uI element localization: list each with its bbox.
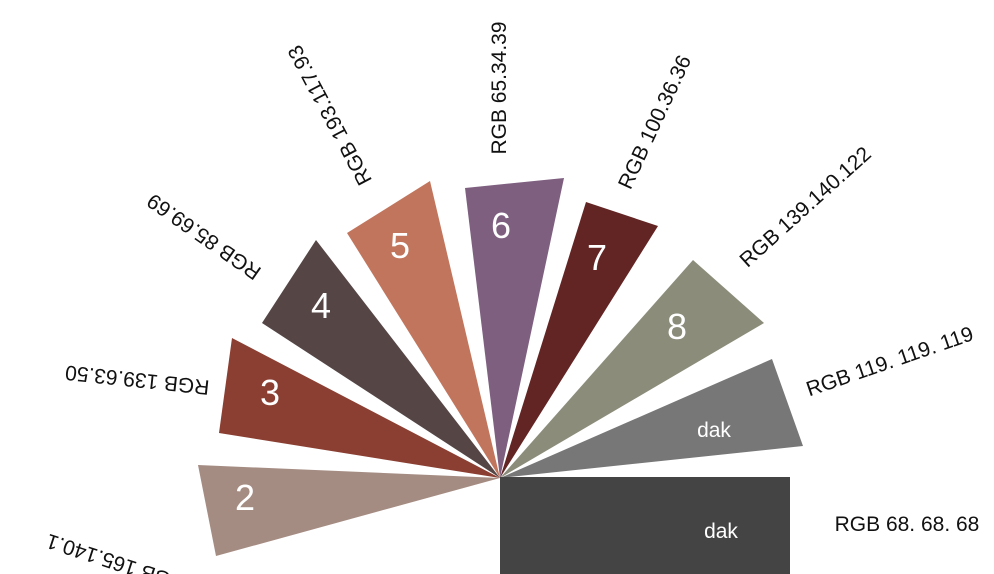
swatch-8-number: 8 xyxy=(667,306,687,347)
swatch-8-rgb-label: RGB 139.140.122 xyxy=(735,142,875,272)
swatch-3-number: 3 xyxy=(260,372,280,413)
swatch-2-blade xyxy=(198,465,500,556)
swatch-8-blade xyxy=(500,260,764,478)
swatch-6-blade xyxy=(465,178,564,478)
swatch-10-blade xyxy=(500,477,790,574)
swatch-4-number: 4 xyxy=(311,285,331,326)
swatch-5-rgb-label: RGB 193.117.93 xyxy=(284,41,377,189)
swatch-2-number: 2 xyxy=(235,477,255,518)
swatch-6: 6 RGB 65.34.39 xyxy=(465,21,564,478)
swatch-2: 2 RGB 165.140.1 xyxy=(44,465,500,574)
swatch-7-number: 7 xyxy=(587,237,607,278)
swatch-10-rgb-label: RGB 68. 68. 68 xyxy=(835,513,980,536)
swatch-7-blade xyxy=(500,202,658,478)
swatch-7-rgb-label: RGB 100.36.36 xyxy=(614,52,696,193)
swatch-5-number: 5 xyxy=(390,225,410,266)
swatch-5-blade xyxy=(347,181,500,478)
swatch-2-rgb-label: RGB 165.140.1 xyxy=(44,529,189,574)
swatch-9-label: dak xyxy=(697,419,731,442)
swatch-9-rgb-label: RGB 119. 119. 119 xyxy=(803,322,976,401)
swatch-6-number: 6 xyxy=(491,205,511,246)
swatch-4-blade xyxy=(262,240,500,478)
swatch-6-rgb-label: RGB 65.34.39 xyxy=(488,21,511,154)
swatch-10-label: dak xyxy=(704,520,738,543)
swatch-9-blade xyxy=(500,359,803,478)
swatch-3-blade xyxy=(219,338,500,478)
swatch-4-rgb-label: RGB 85.69.69 xyxy=(143,189,265,284)
swatch-10: dak RGB 68. 68. 68 xyxy=(500,477,979,574)
swatch-3-rgb-label: RGB 139.63.50 xyxy=(64,360,210,398)
